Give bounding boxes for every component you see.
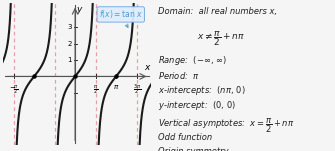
Text: Period:  $\pi$: Period: $\pi$ xyxy=(158,70,199,81)
Text: Origin symmetry: Origin symmetry xyxy=(158,146,228,151)
Text: Vertical asymptotes:  $x = \dfrac{\pi}{2} + n\pi$: Vertical asymptotes: $x = \dfrac{\pi}{2}… xyxy=(158,116,294,135)
Text: Domain:  all real numbers x,: Domain: all real numbers x, xyxy=(158,7,277,16)
Text: Odd function: Odd function xyxy=(158,133,212,143)
Text: 1: 1 xyxy=(67,57,72,63)
Text: x-intercepts:  $(n\pi,\, 0)$: x-intercepts: $(n\pi,\, 0)$ xyxy=(158,84,245,97)
Text: $\frac{3\pi}{2}$: $\frac{3\pi}{2}$ xyxy=(133,83,141,97)
Text: y-intercept:  $(0,\, 0)$: y-intercept: $(0,\, 0)$ xyxy=(158,99,236,112)
Text: $f(x) = \tan\, x$: $f(x) = \tan\, x$ xyxy=(99,8,143,27)
Text: y: y xyxy=(76,5,81,14)
Text: Range:  $(-\infty,\,\infty)$: Range: $(-\infty,\,\infty)$ xyxy=(158,54,227,67)
Text: 3: 3 xyxy=(67,24,72,31)
Text: x: x xyxy=(144,63,149,72)
Text: $\pi$: $\pi$ xyxy=(113,83,119,91)
Text: $\frac{\pi}{2}$: $\frac{\pi}{2}$ xyxy=(93,83,98,96)
Text: $x \neq \dfrac{\pi}{2} + n\pi$: $x \neq \dfrac{\pi}{2} + n\pi$ xyxy=(197,29,245,48)
Text: $-\!\frac{\pi}{2}$: $-\!\frac{\pi}{2}$ xyxy=(9,83,18,96)
Text: 2: 2 xyxy=(67,41,72,47)
